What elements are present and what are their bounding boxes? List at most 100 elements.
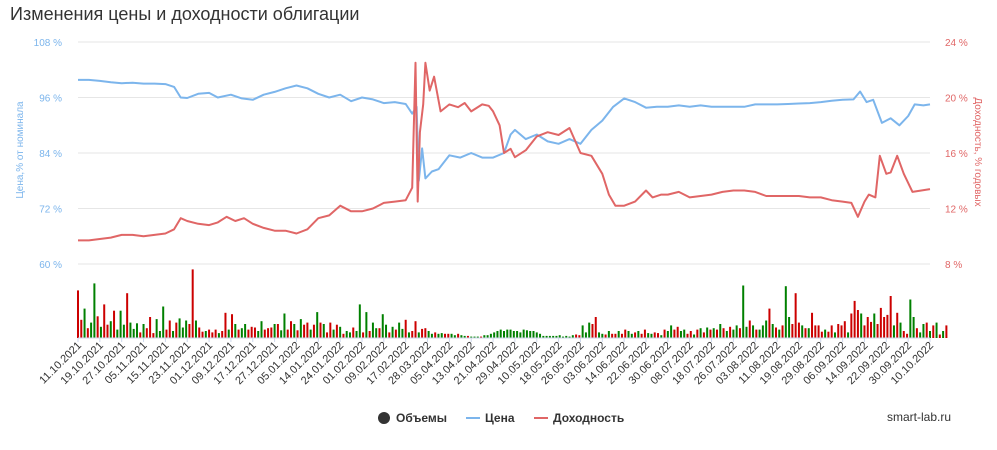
volume-bar <box>375 328 378 338</box>
volume-bar <box>850 313 853 338</box>
volume-bar <box>191 269 194 338</box>
volume-bar <box>604 334 607 338</box>
volume-bar <box>657 333 660 338</box>
volume-bar <box>912 317 915 338</box>
left-axis-label: Цена,% от номинала <box>15 101 26 199</box>
volume-bar <box>96 316 99 338</box>
volume-bar <box>345 331 348 338</box>
volume-bar <box>752 325 755 338</box>
volume-bar <box>457 333 460 338</box>
volume-bar <box>833 332 836 338</box>
volume-bar <box>463 335 466 338</box>
volume-bar <box>774 327 777 338</box>
credit-link[interactable]: smart-lab.ru <box>887 410 951 424</box>
volume-bar <box>712 328 715 338</box>
volume-bar <box>614 333 617 338</box>
volume-bar <box>686 333 689 338</box>
volume-bar <box>788 317 791 338</box>
volume-bar <box>529 331 532 338</box>
volume-bar <box>83 308 86 338</box>
volume-bar <box>296 330 299 338</box>
volume-bar <box>493 332 496 338</box>
volume-bar <box>139 332 142 338</box>
volume-bar <box>208 329 211 338</box>
volume-bar <box>938 334 941 338</box>
volume-bar <box>545 335 548 338</box>
volume-bar <box>126 293 129 338</box>
volume-bar <box>896 312 899 338</box>
volume-bar <box>820 331 823 338</box>
volume-bar <box>679 331 682 338</box>
volume-bar <box>539 333 542 338</box>
volume-bar <box>879 307 882 338</box>
volume-bar <box>673 329 676 338</box>
volume-bar <box>244 324 247 338</box>
volume-bar <box>771 324 774 338</box>
volume-bar <box>290 321 292 338</box>
series-line-yield <box>78 61 931 242</box>
volume-bar <box>473 336 476 338</box>
volume-bar <box>578 335 581 338</box>
volume-bar <box>394 329 397 338</box>
volume-bar <box>109 321 112 338</box>
volume-bar <box>342 333 345 338</box>
volume-bar <box>411 331 414 338</box>
volume-bar <box>303 324 306 338</box>
volume-bar <box>217 333 220 338</box>
volume-bar <box>381 314 384 338</box>
volume-bar <box>735 325 738 338</box>
volume-bar <box>601 333 604 338</box>
volume-bar <box>312 324 315 338</box>
legend-item-yield[interactable]: Доходность <box>534 411 624 425</box>
volume-bar <box>476 336 479 338</box>
volume-bar <box>732 329 735 338</box>
volume-bar <box>253 327 256 338</box>
volume-bar <box>676 326 679 338</box>
volume-bar <box>211 332 214 338</box>
volume-bar <box>935 322 938 338</box>
volume-bar <box>925 322 928 338</box>
volume-bar <box>358 304 361 338</box>
volume-bar <box>758 329 761 338</box>
volume-bar <box>231 314 234 338</box>
volume-bar <box>234 324 237 338</box>
volume-bar <box>860 313 863 338</box>
volume-bar <box>512 331 515 338</box>
legend-item-volume[interactable]: Объемы <box>378 411 447 425</box>
volume-bar <box>742 285 745 338</box>
volume-bar <box>535 332 538 338</box>
legend-item-price[interactable]: Цена <box>466 411 515 425</box>
volume-bar <box>778 329 781 338</box>
volume-bar <box>817 325 820 338</box>
volume-bar <box>204 331 207 338</box>
left-tick-label: 108 % <box>34 38 62 49</box>
volume-bar <box>460 335 463 338</box>
volume-bar <box>571 335 574 338</box>
volume-bar <box>201 331 204 338</box>
volume-bar <box>696 329 699 338</box>
volume-bar <box>598 332 601 338</box>
volume-bar <box>329 322 332 338</box>
volume-bar <box>362 332 365 338</box>
volume-bar <box>250 326 253 338</box>
volume-bar <box>915 328 918 338</box>
volume-bar <box>738 328 741 338</box>
volume-bar <box>542 335 545 338</box>
volume-bar <box>430 333 433 338</box>
volume-bar <box>496 331 499 338</box>
volume-bar <box>722 328 725 338</box>
volume-bar <box>444 333 447 338</box>
volume-bar <box>237 329 240 338</box>
volume-bar <box>525 330 528 338</box>
volume-bar <box>119 310 122 338</box>
volume-bar <box>784 286 787 338</box>
volume-bar <box>93 283 96 338</box>
volume-bar <box>840 325 843 338</box>
volume-bar <box>335 324 338 338</box>
volume-bar <box>689 331 692 338</box>
volume-bar <box>427 331 430 338</box>
volume-bar <box>181 327 184 338</box>
volume-bar <box>637 331 640 338</box>
volume-bar <box>391 326 394 338</box>
volume-bar <box>650 333 653 338</box>
